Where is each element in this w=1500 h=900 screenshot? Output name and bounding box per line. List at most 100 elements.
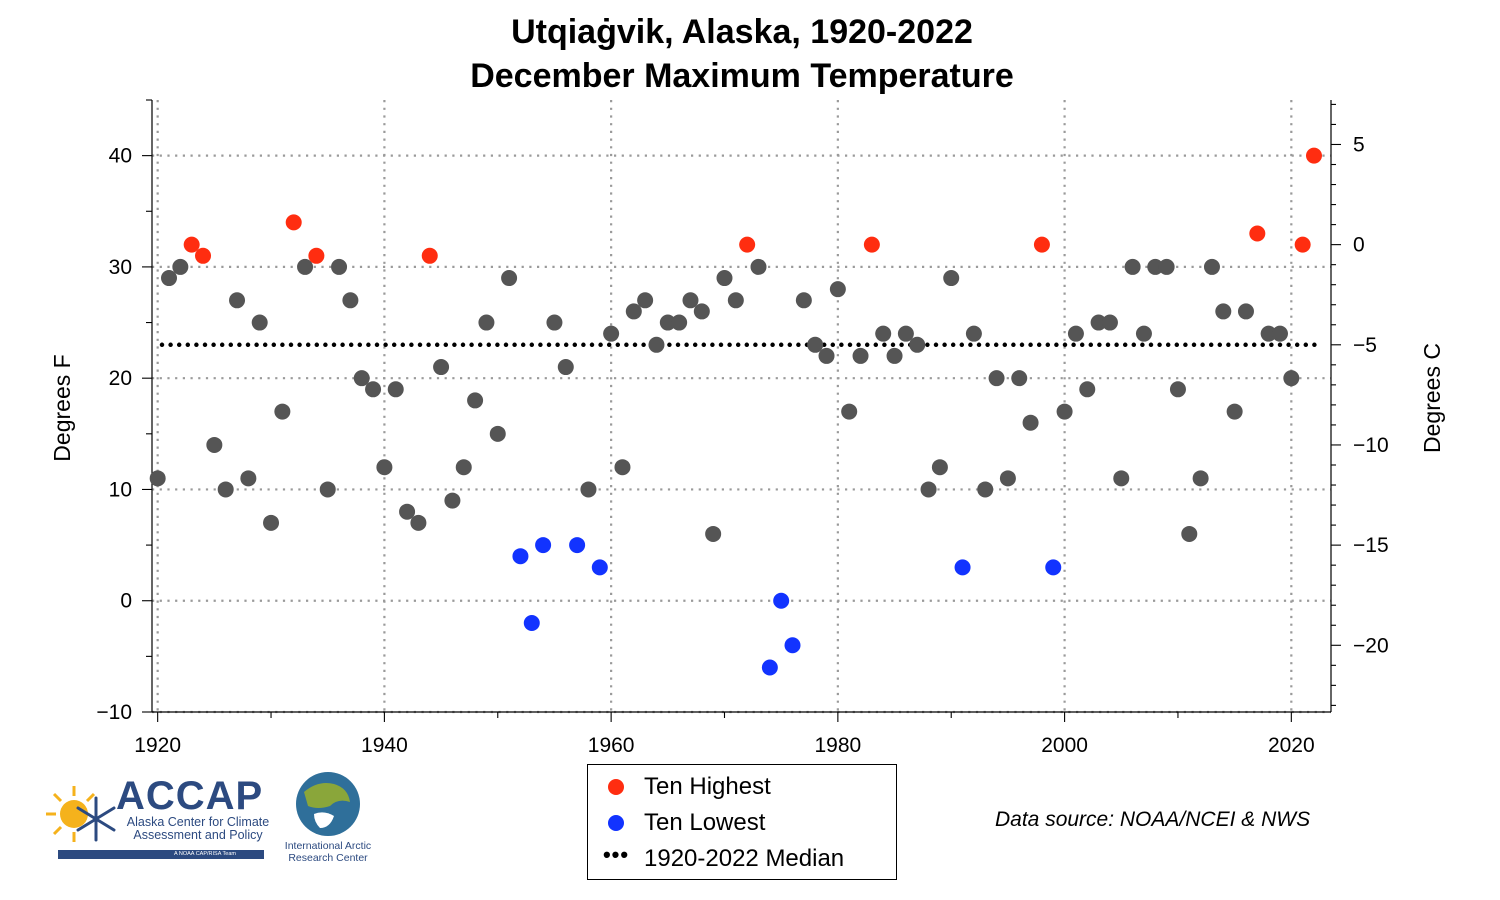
data-point-normal xyxy=(331,258,348,275)
data-point-normal xyxy=(1271,325,1288,342)
y-right-tick-label: −5 xyxy=(1353,334,1377,357)
data-point-normal xyxy=(1215,303,1232,320)
data-point-normal xyxy=(342,292,359,309)
y-right-tick-label: −20 xyxy=(1353,634,1389,657)
data-point-normal xyxy=(1113,470,1130,487)
data-point-normal xyxy=(217,481,234,498)
data-point-normal xyxy=(263,514,280,531)
data-point-normal xyxy=(580,481,597,498)
legend-marker-highest xyxy=(608,779,624,795)
data-point-normal xyxy=(297,258,314,275)
data-point-low xyxy=(1045,559,1062,576)
data-point-normal xyxy=(319,481,336,498)
data-point-normal xyxy=(727,292,744,309)
data-point-high xyxy=(183,236,200,253)
axes xyxy=(142,99,1341,722)
data-point-low xyxy=(523,614,540,631)
grid xyxy=(152,100,1331,714)
data-point-low xyxy=(591,559,608,576)
data-point-normal xyxy=(716,270,733,287)
y-right-tick-label: −10 xyxy=(1353,434,1389,457)
data-point-normal xyxy=(625,303,642,320)
legend-label-highest: Ten Highest xyxy=(644,773,771,800)
data-point-normal xyxy=(274,403,291,420)
data-point-high xyxy=(285,214,302,231)
data-point-low xyxy=(569,537,586,554)
data-point-normal xyxy=(1022,414,1039,431)
data-point-normal xyxy=(920,481,937,498)
data-point-normal xyxy=(240,470,257,487)
data-point-normal xyxy=(172,258,189,275)
chart-title-line-1: Utqiaġvik, Alaska, 1920-2022 xyxy=(511,13,973,51)
data-point-normal xyxy=(1101,314,1118,331)
data-point-normal xyxy=(909,336,926,353)
data-point-normal xyxy=(999,470,1016,487)
y-right-tick-label: 0 xyxy=(1353,234,1365,257)
y-tick-label: 0 xyxy=(120,590,132,613)
x-tick-label: 1980 xyxy=(815,734,862,757)
data-point-normal xyxy=(614,459,631,476)
data-point-normal xyxy=(1090,314,1107,331)
data-point-normal xyxy=(1147,258,1164,275)
x-tick-label: 2020 xyxy=(1268,734,1315,757)
data-point-normal xyxy=(977,481,994,498)
iarc-logo: International Arctic Research Center xyxy=(282,770,374,866)
sun-snowflake-icon xyxy=(46,786,116,842)
y-right-tick-label: −15 xyxy=(1353,534,1389,557)
data-point-high xyxy=(195,247,212,264)
data-point-high xyxy=(863,236,880,253)
data-point-normal xyxy=(251,314,268,331)
y-tick-label: 30 xyxy=(109,256,132,279)
data-point-normal xyxy=(489,425,506,442)
data-point-normal xyxy=(693,303,710,320)
data-point-normal xyxy=(659,314,676,331)
data-point-normal xyxy=(229,292,246,309)
y-axis-label-right: Degrees C xyxy=(1419,343,1445,453)
data-point-normal xyxy=(965,325,982,342)
data-point-normal xyxy=(557,359,574,376)
data-point-normal xyxy=(1192,470,1209,487)
data-point-normal xyxy=(875,325,892,342)
data-point-normal xyxy=(603,325,620,342)
data-point-normal xyxy=(841,403,858,420)
data-point-normal xyxy=(1124,258,1141,275)
data-point-normal xyxy=(1079,381,1096,398)
data-point-high xyxy=(1305,147,1322,164)
data-point-normal xyxy=(410,514,427,531)
tick-labels: −10 0 10 20 30 40 −20 −15 −10 −5 0 5 1920 1940 1960 198… xyxy=(96,133,1388,757)
data-point-normal xyxy=(1158,258,1175,275)
data-point-high xyxy=(308,247,325,264)
data-point-normal xyxy=(671,314,688,331)
legend-marker-median: ••• xyxy=(602,842,630,867)
data-point-low xyxy=(761,659,778,676)
data-point-normal xyxy=(501,270,518,287)
globe-icon xyxy=(296,772,360,836)
y-tick-label: 40 xyxy=(109,145,132,168)
data-point-normal xyxy=(455,459,472,476)
data-point-normal xyxy=(931,459,948,476)
data-point-normal xyxy=(149,470,166,487)
legend-item-highest: Ten Highest xyxy=(588,769,771,805)
data-points xyxy=(149,147,1322,676)
y-right-tick-label: 5 xyxy=(1353,133,1365,156)
data-point-high xyxy=(739,236,756,253)
data-point-normal xyxy=(1237,303,1254,320)
data-point-normal xyxy=(897,325,914,342)
data-point-normal xyxy=(795,292,812,309)
chart-title-line-2: December Maximum Temperature xyxy=(470,57,1014,95)
data-point-normal xyxy=(943,270,960,287)
data-point-normal xyxy=(886,347,903,364)
legend-item-median: ••• 1920-2022 Median xyxy=(588,841,844,877)
data-point-normal xyxy=(1011,370,1028,387)
data-point-normal xyxy=(818,347,835,364)
data-point-normal xyxy=(161,270,178,287)
data-point-normal xyxy=(1181,525,1198,542)
data-point-normal xyxy=(387,381,404,398)
y-tick-label: −10 xyxy=(96,701,132,724)
data-point-normal xyxy=(852,347,869,364)
data-point-high xyxy=(1249,225,1266,242)
y-tick-label: 10 xyxy=(109,478,132,501)
accap-logo: ACCAP Alaska Center for Climate Assessme… xyxy=(44,772,274,864)
data-point-normal xyxy=(637,292,654,309)
